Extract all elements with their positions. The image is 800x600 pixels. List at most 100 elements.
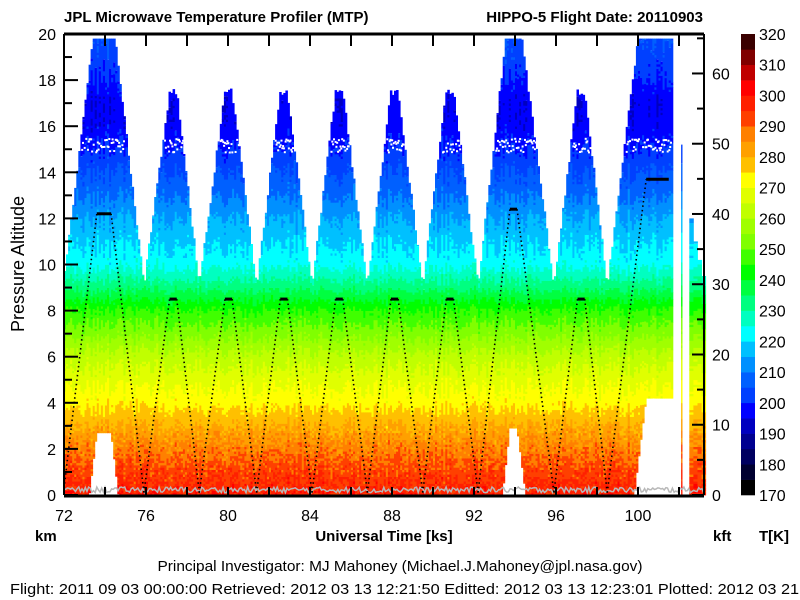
heatmap-cell (275, 347, 278, 351)
heatmap-cell (113, 108, 116, 112)
heatmap-cell (102, 416, 106, 424)
heatmap-cell (328, 370, 331, 390)
heatmap-cell (109, 395, 112, 415)
heatmap-cell (92, 347, 96, 367)
heatmap-cell (107, 209, 110, 240)
heatmap-cell (170, 492, 174, 496)
heatmap-cell (168, 181, 171, 185)
heatmap-cell (68, 234, 71, 237)
heatmap-cell (305, 458, 309, 461)
heatmap-cell (209, 428, 212, 436)
heatmap-cell (111, 337, 114, 352)
heatmap-cell (119, 211, 122, 231)
heatmap-cell (76, 278, 79, 286)
heatmap-cell (310, 481, 313, 487)
heatmap-cell (256, 467, 260, 477)
heatmap-cell (269, 280, 272, 288)
heatmap-cell (131, 448, 135, 452)
heatmap-cell (76, 276, 79, 279)
heatmap-cell (111, 367, 114, 371)
heatmap-cell (98, 414, 102, 429)
heatmap-cell (143, 458, 147, 466)
heatmap-cell (123, 271, 126, 284)
heatmap-cell (154, 462, 157, 470)
heatmap-cell (324, 492, 327, 496)
heatmap-cell (84, 99, 87, 104)
heatmap-cell (78, 248, 81, 268)
heatmap-cell (160, 446, 163, 450)
heatmap-cell (70, 444, 73, 447)
heatmap-cell (314, 444, 317, 452)
heatmap-cell (86, 398, 89, 401)
heatmap-cell (174, 239, 178, 242)
heatmap-cell (279, 379, 282, 383)
heatmap-cell (90, 473, 94, 476)
heatmap-cell (92, 430, 96, 434)
heatmap-cell (133, 425, 137, 429)
heatmap-cell (121, 490, 124, 494)
heatmap-cell (109, 329, 112, 344)
heatmap-cell (297, 319, 301, 334)
heatmap-cell (320, 278, 323, 286)
heatmap-cell (166, 206, 169, 224)
heatmap-cell (68, 488, 71, 491)
heatmap-cell (111, 432, 114, 435)
heatmap-cell (328, 439, 331, 443)
heatmap-cell (273, 220, 276, 247)
heatmap-cell (191, 386, 194, 390)
heatmap-cell (230, 280, 233, 284)
heatmap-cell (102, 227, 106, 231)
heatmap-cell (105, 349, 108, 362)
heatmap-cell (211, 469, 215, 473)
heatmap-cell (131, 405, 135, 408)
heatmap-cell (135, 462, 139, 466)
heatmap-cell (238, 345, 241, 348)
heatmap-cell (113, 339, 116, 356)
heatmap-cell (219, 167, 223, 171)
heatmap-cell (246, 428, 249, 434)
heatmap-cell (141, 287, 145, 298)
heatmap-cell (217, 287, 221, 291)
heatmap-cell (78, 455, 81, 464)
heatmap-cell (209, 481, 212, 487)
heatmap-cell (277, 347, 280, 367)
heatmap-cell (100, 384, 104, 406)
heatmap-cell (100, 308, 104, 311)
heatmap-cell (209, 391, 212, 394)
heatmap-cell (213, 333, 217, 337)
heatmap-cell (109, 257, 112, 263)
heatmap-cell (115, 243, 118, 249)
heatmap-cell (225, 453, 229, 457)
heatmap-cell (209, 338, 212, 351)
heatmap-cell (266, 292, 270, 302)
heatmap-cell (96, 165, 100, 187)
heatmap-cell (129, 306, 133, 318)
heatmap-cell (90, 441, 94, 449)
heatmap-cell (295, 414, 299, 417)
heatmap-cell (209, 460, 212, 466)
heatmap-cell (162, 262, 165, 279)
heatmap-cell (314, 324, 317, 339)
heatmap-cell (70, 428, 73, 434)
heatmap-cell (115, 167, 118, 171)
heatmap-cell (76, 462, 79, 466)
heatmap-cell (223, 126, 227, 152)
heatmap-cell (64, 280, 67, 291)
heatmap-cell (301, 391, 305, 394)
heatmap-cell (168, 409, 171, 413)
heatmap-cell (64, 467, 67, 470)
heatmap-cell (207, 428, 210, 431)
heatmap-cell (238, 444, 241, 447)
heatmap-cell (94, 107, 98, 110)
heatmap-cell (244, 446, 247, 450)
heatmap-cell (310, 432, 313, 436)
heatmap-cell (168, 444, 171, 447)
heatmap-cell (191, 389, 194, 394)
heatmap-cell (289, 151, 292, 157)
heatmap-cell (117, 212, 120, 241)
heatmap-cell (248, 460, 251, 466)
heatmap-cell (90, 376, 94, 396)
heatmap-cell (242, 439, 245, 443)
heatmap-cell (119, 229, 122, 233)
heatmap-cell (326, 266, 329, 279)
